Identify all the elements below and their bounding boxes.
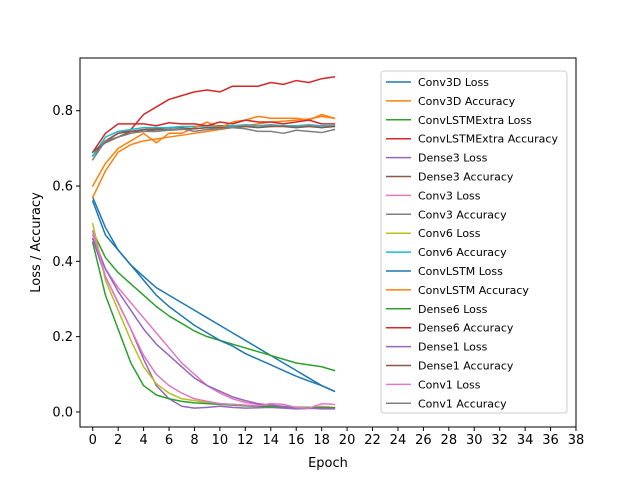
legend-entry: ConvLSTM Loss (418, 265, 503, 278)
legend-entry: Dense1 Accuracy (418, 360, 514, 373)
x-tick-label: 14 (262, 433, 279, 448)
series-line (91, 230, 336, 372)
legend-entry: ConvLSTMExtra Loss (418, 114, 532, 127)
series-line (91, 115, 336, 199)
y-tick-label: 0.2 (52, 330, 73, 345)
legend-entry: Dense6 Loss (418, 303, 488, 316)
series-line (91, 126, 336, 161)
legend-entry: Conv3 Loss (418, 189, 481, 202)
series-line (91, 200, 336, 393)
x-tick-label: 26 (415, 433, 432, 448)
y-axis: 0.0 0.2 0.4 0.6 0.8 (52, 104, 80, 420)
x-tick-label: 28 (441, 433, 458, 448)
x-tick-label: 10 (212, 433, 229, 448)
legend-entry: Dense1 Loss (418, 341, 488, 354)
x-tick-label: 8 (190, 433, 198, 448)
x-tick-label: 12 (237, 433, 254, 448)
x-tick-label: 22 (364, 433, 381, 448)
legend-entry: Dense3 Loss (418, 152, 488, 165)
x-tick-label: 20 (339, 433, 356, 448)
legend-entry: Conv6 Loss (418, 227, 481, 240)
y-tick-label: 0.8 (52, 104, 73, 119)
legend-entry: ConvLSTMExtra Accuracy (418, 133, 558, 146)
plot-frame (79, 57, 577, 428)
x-tick-label: 18 (313, 433, 330, 448)
plot-lines (91, 75, 336, 410)
series-line (91, 125, 336, 154)
legend-entry: Dense3 Accuracy (418, 171, 514, 184)
legend-entry: Conv3D Loss (418, 76, 489, 89)
legend-entry: Dense6 Accuracy (418, 322, 514, 335)
x-tick-label: 34 (517, 433, 534, 448)
y-tick-label: 0.4 (52, 255, 73, 270)
series-line (91, 196, 336, 393)
legend-entry: Conv1 Loss (418, 378, 481, 391)
y-tick-label: 0.6 (52, 180, 73, 195)
series-line (91, 125, 336, 157)
x-axis: 0 2 4 6 8 10 12 14 16 18 20 22 24 26 28 30 32 34 36 38 (89, 427, 585, 448)
series-line (91, 113, 336, 188)
legend-entry: Conv6 Accuracy (418, 246, 507, 259)
x-tick-label: 16 (288, 433, 305, 448)
legend-box (380, 70, 568, 414)
legend-entry: Conv1 Accuracy (418, 397, 507, 410)
series-line (91, 222, 336, 409)
legend: Conv3D Loss Conv3D Accuracy ConvLSTMExtra … (380, 70, 568, 414)
x-tick-label: 4 (139, 433, 147, 448)
x-tick-label: 0 (89, 433, 97, 448)
y-axis-label: Loss / Accuracy (29, 192, 44, 293)
y-tick-label: 0.0 (52, 405, 73, 420)
x-tick-label: 6 (165, 433, 173, 448)
x-tick-label: 24 (390, 433, 407, 448)
series-line (91, 230, 336, 409)
legend-entry: ConvLSTM Accuracy (418, 284, 529, 297)
x-tick-label: 30 (466, 433, 483, 448)
x-tick-label: 32 (491, 433, 508, 448)
series-line (91, 119, 336, 154)
x-tick-label: 38 (568, 433, 585, 448)
series-line (91, 75, 336, 157)
legend-entry: Conv3D Accuracy (418, 95, 516, 108)
x-tick-label: 2 (114, 433, 122, 448)
legend-entry: Conv3 Accuracy (418, 208, 507, 221)
x-tick-label: 36 (542, 433, 559, 448)
x-axis-label: Epoch (308, 456, 348, 471)
